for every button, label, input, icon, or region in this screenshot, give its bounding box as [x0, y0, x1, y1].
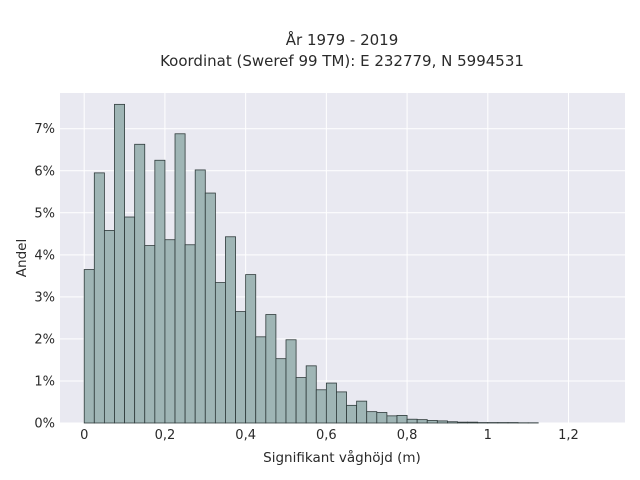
y-tick-label: 1% — [34, 374, 55, 389]
y-axis-ticks: 0% 1% 2% 3% 4% 5% 6% 7% — [34, 122, 55, 431]
histogram-bar — [406, 418, 418, 424]
histogram-bar — [134, 143, 146, 424]
histogram-bar — [194, 169, 206, 424]
histogram-bar — [346, 404, 358, 424]
x-tick-label: 0 — [80, 428, 88, 443]
y-tick-label: 4% — [34, 248, 55, 263]
y-tick-label: 5% — [34, 206, 55, 221]
x-tick-label: 0,8 — [397, 428, 418, 443]
histogram-bar — [124, 216, 136, 424]
histogram-bar — [144, 245, 156, 424]
y-axis-label: Andel — [14, 239, 30, 277]
histogram-bar — [114, 103, 125, 424]
histogram-bar — [204, 192, 216, 424]
x-axis-label: Signifikant våghöjd (m) — [263, 449, 421, 466]
histogram-bar — [184, 244, 196, 424]
y-tick-label: 2% — [34, 332, 55, 347]
histogram-bar — [93, 172, 105, 424]
chart-title: År 1979 - 2019 — [286, 30, 399, 49]
y-tick-label: 3% — [34, 290, 55, 305]
histogram-bar — [235, 311, 247, 424]
histogram-bar — [436, 420, 448, 424]
y-tick-label: 7% — [34, 122, 55, 137]
histogram-bar — [336, 391, 347, 424]
histogram-bar — [164, 239, 176, 424]
histogram-bar — [214, 282, 226, 424]
x-tick-label: 0,4 — [235, 428, 256, 443]
x-tick-label: 1,2 — [558, 428, 579, 443]
x-tick-label: 0,6 — [316, 428, 337, 443]
histogram-bar — [265, 314, 277, 424]
histogram-bar — [225, 236, 236, 424]
y-tick-label: 6% — [34, 164, 55, 179]
histogram-bar — [416, 419, 428, 424]
y-tick-label: 0% — [34, 417, 55, 432]
histogram-bar — [426, 420, 438, 424]
histogram-bar — [386, 415, 398, 424]
histogram-bar — [245, 274, 257, 424]
histogram-bar — [295, 377, 307, 424]
histogram-bar — [467, 421, 479, 424]
histogram-bar — [83, 269, 95, 424]
histogram-bar — [285, 339, 297, 424]
x-tick-label: 0,2 — [155, 428, 176, 443]
histogram-bar — [275, 358, 287, 424]
histogram-bar — [315, 389, 327, 424]
histogram-bar — [154, 159, 166, 424]
histogram-bar — [396, 415, 408, 424]
histogram-bar — [376, 412, 388, 424]
histogram-bar — [366, 411, 378, 424]
histogram-bar — [356, 400, 368, 424]
histogram-bar — [325, 382, 337, 424]
histogram-bar — [103, 230, 115, 424]
histogram-bar — [447, 421, 458, 424]
histogram-bar — [457, 421, 469, 424]
chart-subtitle: Koordinat (Sweref 99 TM): E 232779, N 59… — [160, 52, 524, 70]
histogram-bar — [305, 365, 317, 424]
histogram-bar — [174, 133, 186, 424]
x-axis-ticks: 0 0,2 0,4 0,6 0,8 1 1,2 — [80, 428, 579, 443]
histogram-bar — [255, 336, 267, 424]
histogram-bars — [83, 103, 539, 424]
x-tick-label: 1 — [484, 428, 492, 443]
